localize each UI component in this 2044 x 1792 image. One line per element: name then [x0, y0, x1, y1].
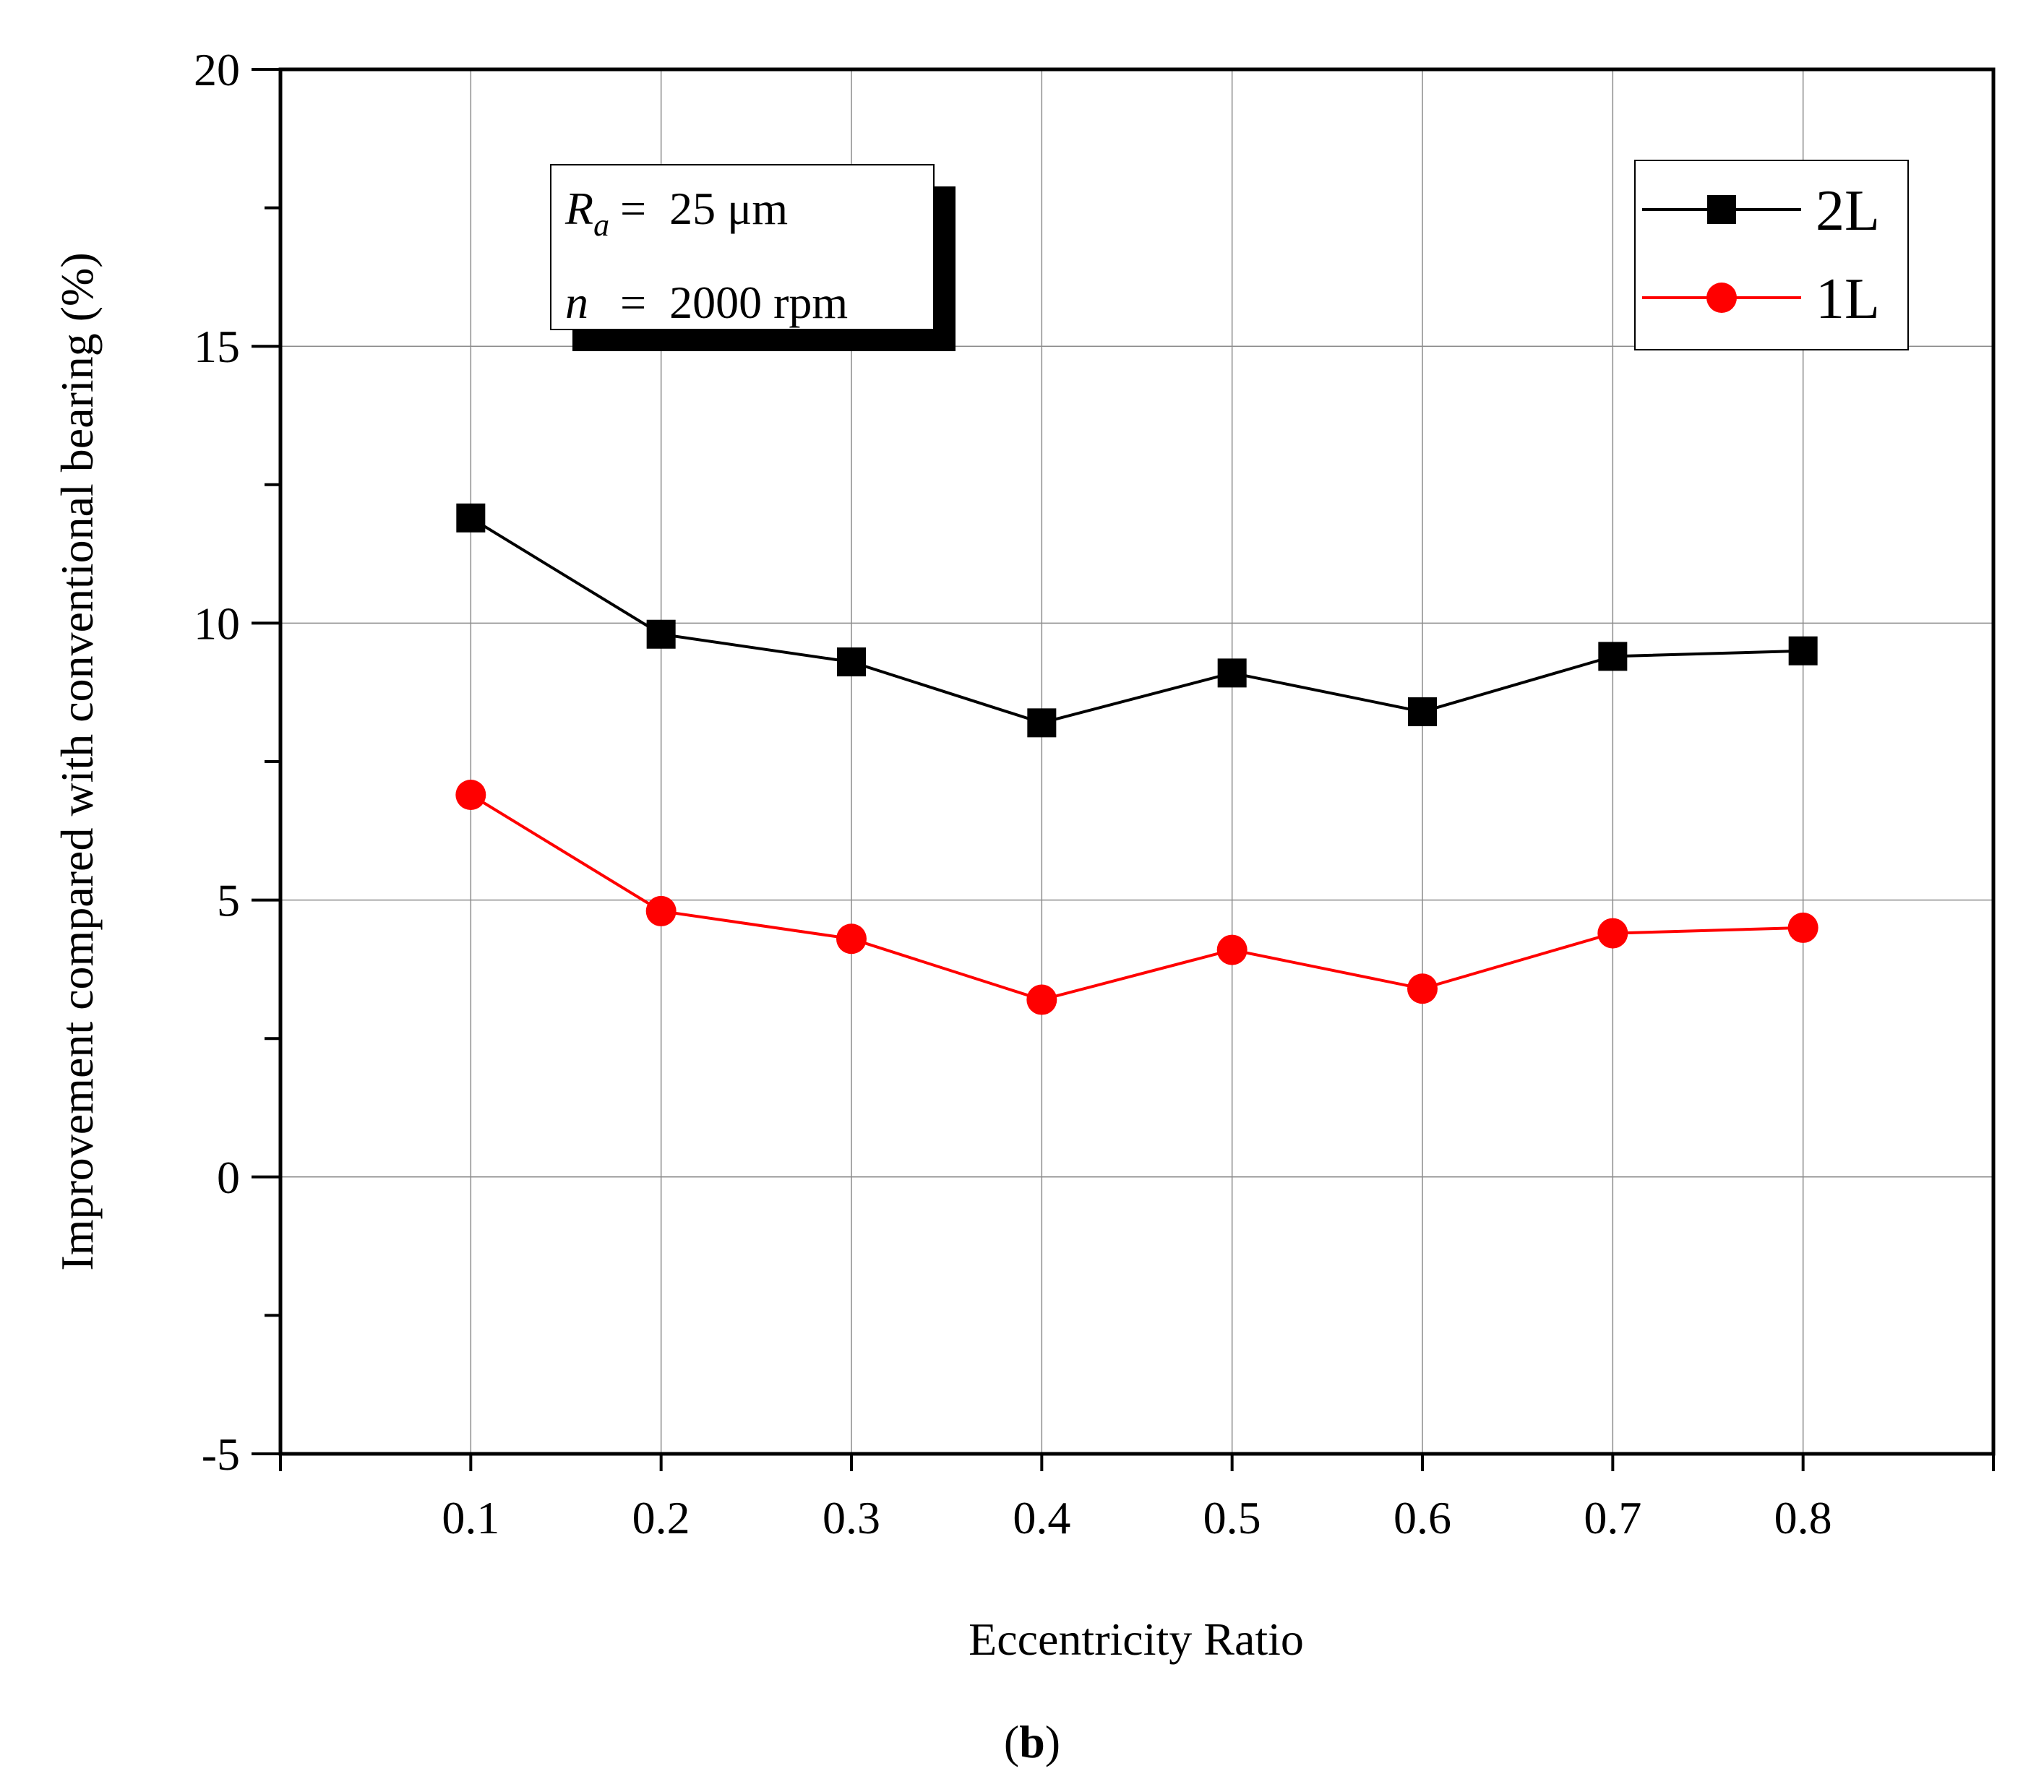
- data-point-2L-7: [1788, 636, 1818, 665]
- legend-marker-1L: [1706, 283, 1737, 313]
- annotation-box-frame: [550, 164, 935, 330]
- y-tick-label-2: 5: [217, 875, 240, 926]
- data-point-1L-7: [1787, 912, 1818, 943]
- data-point-2L-4: [1217, 658, 1247, 688]
- y-tick-label-3: 10: [194, 598, 240, 649]
- annotation-ra-symbol: R: [564, 183, 593, 234]
- y-tick-label-5: 20: [194, 44, 240, 95]
- data-point-2L-3: [1027, 708, 1057, 738]
- x-tick-label-7: 0.8: [1774, 1492, 1832, 1543]
- data-point-1L-0: [455, 779, 486, 810]
- figure-caption-close: ): [1045, 1716, 1060, 1767]
- x-axis-title: Eccentricity Ratio: [969, 1614, 1304, 1665]
- x-tick-label-0: 0.1: [442, 1492, 499, 1543]
- data-point-2L-5: [1408, 697, 1437, 727]
- data-point-2L-1: [646, 619, 676, 649]
- annotation-ra-line: Ra = 25 μm: [564, 183, 788, 243]
- data-point-1L-1: [645, 895, 677, 926]
- x-tick-label-5: 0.6: [1394, 1492, 1451, 1543]
- annotation-ra-subscript: a: [593, 207, 609, 243]
- data-point-2L-6: [1598, 642, 1628, 671]
- x-tick-label-4: 0.5: [1203, 1492, 1261, 1543]
- figure-caption: (b): [1004, 1716, 1060, 1767]
- y-axis-title: Improvement compared with conventional b…: [51, 252, 103, 1270]
- annotation-n-value: = 2000 rpm: [620, 277, 848, 328]
- annotation-n-symbol: n: [565, 277, 588, 328]
- annotation-box: Ra = 25 μm n = 2000 rpm: [550, 164, 956, 351]
- data-point-1L-4: [1216, 934, 1248, 965]
- y-tick-label-1: 0: [217, 1152, 240, 1203]
- legend: 2L 1L: [1634, 160, 1909, 350]
- series-line-2L: [470, 517, 1803, 725]
- data-point-1L-3: [1026, 984, 1057, 1015]
- legend-label-1L: 1L: [1816, 267, 1880, 331]
- y-tick-label-4: 15: [194, 321, 240, 372]
- data-point-1L-6: [1597, 918, 1628, 949]
- y-tick-label-0: -5: [202, 1429, 240, 1480]
- x-tick-label-1: 0.2: [632, 1492, 690, 1543]
- figure-caption-letter: b: [1019, 1716, 1045, 1767]
- data-point-1L-5: [1407, 973, 1438, 1004]
- legend-item-1L: 1L: [1642, 267, 1880, 331]
- legend-frame: [1634, 160, 1909, 350]
- annotation-n-line: n = 2000 rpm: [565, 277, 848, 328]
- legend-label-2L: 2L: [1816, 179, 1880, 243]
- data-point-2L-0: [456, 503, 486, 533]
- legend-marker-2L: [1707, 195, 1736, 224]
- data-point-1L-2: [836, 923, 867, 955]
- x-tick-label-6: 0.7: [1584, 1492, 1641, 1543]
- series-line-1L: [470, 793, 1803, 1001]
- legend-item-2L: 2L: [1642, 179, 1880, 243]
- x-tick-label-2: 0.3: [823, 1492, 880, 1543]
- data-point-2L-2: [837, 647, 866, 677]
- annotation-ra-value: = 25 μm: [620, 183, 788, 234]
- figure-caption-open: (: [1004, 1716, 1019, 1767]
- x-tick-label-3: 0.4: [1013, 1492, 1070, 1543]
- series: [455, 503, 1818, 1015]
- axes: 0.1 0.2 0.3 0.4 0.5 0.6 0.7 0.8 -5 0 5 10 15 20: [194, 44, 1996, 1543]
